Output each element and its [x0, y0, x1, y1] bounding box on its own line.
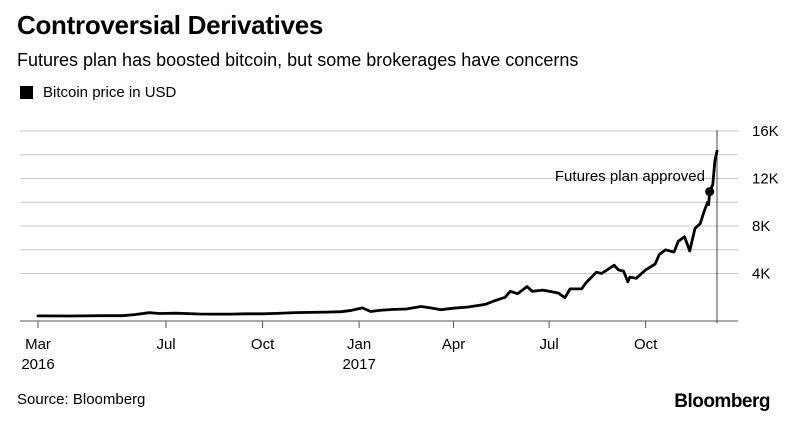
y-tick-label: 16K [752, 123, 779, 140]
chart-title: Controversial Derivatives [17, 10, 324, 40]
annotation-point [705, 187, 715, 197]
legend: Bitcoin price in USD [20, 84, 176, 101]
x-tick-label: Oct [634, 336, 658, 353]
x-tick-sublabel: 2017 [342, 356, 375, 373]
series-line-bitcoin [36, 149, 719, 318]
y-tick-label: 8K [752, 218, 770, 235]
y-tick-label: 4K [752, 266, 770, 283]
x-tick-label: Jul [539, 336, 558, 353]
x-tick-sublabel: 2016 [21, 356, 54, 373]
legend-swatch [20, 86, 33, 99]
y-tick-label: 12K [752, 171, 779, 188]
x-tick-label: Jan [347, 336, 371, 353]
x-tick-label: Mar [25, 336, 51, 353]
x-tick-label: Oct [251, 336, 275, 353]
bloomberg-logo: Bloomberg [674, 391, 770, 412]
x-tick-label: Jul [156, 336, 175, 353]
annotation-label: Futures plan approved [555, 168, 705, 185]
legend-label: Bitcoin price in USD [43, 84, 177, 101]
x-tick-label: Apr [442, 336, 465, 353]
source-note: Source: Bloomberg [17, 391, 146, 408]
chart-subtitle: Futures plan has boosted bitcoin, but so… [17, 50, 579, 70]
